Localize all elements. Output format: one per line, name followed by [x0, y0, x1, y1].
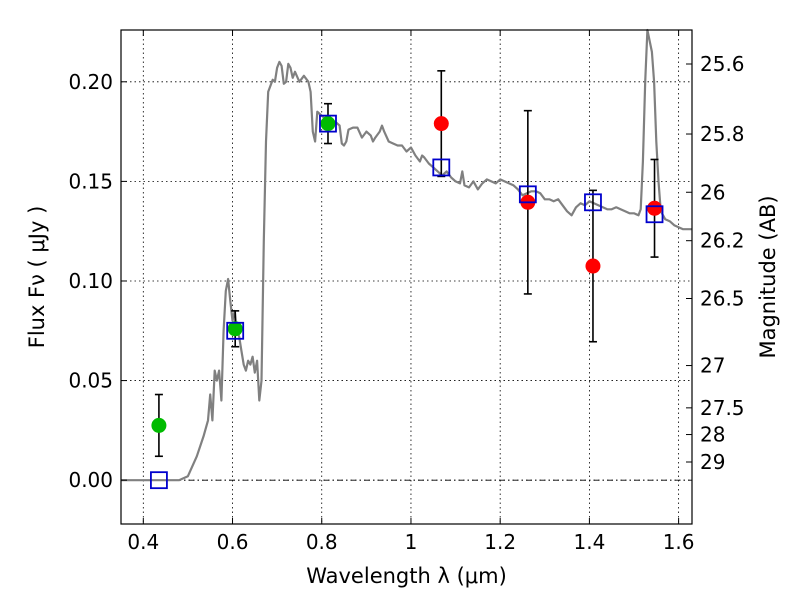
- right-tick-label: 26.2: [700, 229, 745, 253]
- data-point-circle: [151, 417, 167, 433]
- x-tick-label: 0.6: [217, 530, 249, 554]
- model-point-square: [584, 193, 602, 212]
- y-tick-label: 0.20: [68, 70, 113, 94]
- y-tick-label: 0.00: [68, 468, 113, 492]
- y-tick-label: 0.10: [68, 269, 113, 293]
- model-point-square: [432, 158, 451, 177]
- y-tick-label: 0.05: [68, 369, 113, 393]
- right-tick-label: 28: [700, 423, 725, 447]
- right-tick-label: 26: [700, 180, 725, 204]
- model-point-square: [319, 114, 337, 133]
- x-axis-label: Wavelength λ (μm): [306, 564, 507, 588]
- right-axis-label: Magnitude (AB): [756, 195, 780, 358]
- x-tick-label: 1: [405, 530, 418, 554]
- right-tick-label: 26.5: [700, 287, 745, 311]
- model-sed-curve: [121, 28, 692, 482]
- model-sed-curve-group: [121, 28, 692, 482]
- y-axis-ticks: 0.00 0.05 0.10 0.15 0.20: [68, 70, 127, 492]
- model-point-square: [645, 205, 664, 224]
- x-tick-label: 0.4: [127, 530, 159, 554]
- x-tick-label: 1.2: [484, 530, 516, 554]
- right-axis-ticks: 25.6 25.8 26 26.2 26.5 27 27.5 28 29: [686, 52, 745, 474]
- model-point-square: [226, 321, 245, 340]
- right-tick-label: 27.5: [700, 396, 745, 420]
- right-tick-label: 27: [700, 354, 725, 378]
- model-point-square: [518, 185, 537, 204]
- right-tick-label: 29: [700, 450, 725, 474]
- data-point-circle: [647, 200, 663, 216]
- plot-area: [121, 28, 692, 490]
- right-tick-label: 25.6: [700, 52, 745, 76]
- x-tick-label: 1.6: [663, 530, 695, 554]
- data-markers: [150, 114, 664, 490]
- model-point-square: [150, 471, 168, 490]
- y-tick-label: 0.15: [68, 169, 113, 193]
- data-point-circle: [433, 116, 449, 132]
- data-point-circle: [585, 258, 601, 274]
- y-axis-label: Flux Fν ( μJy ): [25, 206, 49, 349]
- x-axis-ticks: 0.4 0.6 0.8 1 1.2 1.4 1.6: [127, 30, 695, 554]
- data-point-circle: [320, 116, 336, 132]
- plot-frame: [120, 29, 693, 525]
- data-point-circle: [227, 321, 243, 337]
- x-tick-label: 1.4: [573, 530, 605, 554]
- right-tick-label: 25.8: [700, 122, 745, 146]
- x-tick-label: 0.8: [306, 530, 338, 554]
